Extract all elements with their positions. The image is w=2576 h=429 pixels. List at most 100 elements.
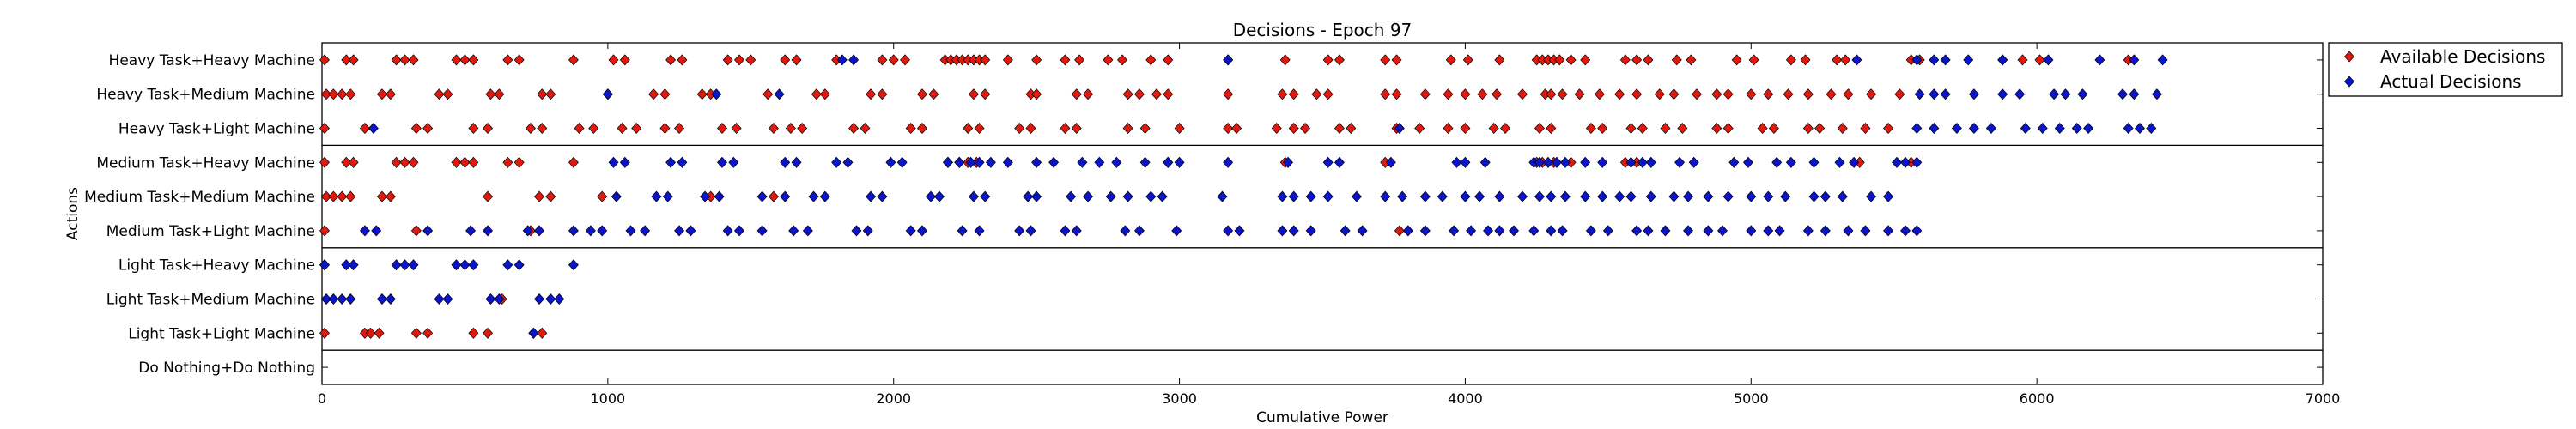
legend-marker-actual — [2344, 76, 2354, 88]
data-point-actual-decisions — [1843, 225, 1854, 237]
data-point-available-decisions — [1883, 122, 1894, 135]
data-point-actual-decisions — [1643, 225, 1654, 237]
data-point-available-decisions — [422, 327, 434, 339]
data-point-available-decisions — [468, 327, 479, 339]
data-point-actual-decisions — [1866, 190, 1877, 202]
data-point-available-decisions — [1133, 88, 1145, 100]
data-point-available-decisions — [1394, 225, 1405, 237]
data-point-actual-decisions — [1625, 156, 1637, 168]
data-point-actual-decisions — [1625, 190, 1637, 202]
data-point-available-decisions — [819, 88, 830, 100]
data-point-available-decisions — [1311, 88, 1322, 100]
data-point-actual-decisions — [321, 293, 331, 305]
data-point-available-decisions — [1060, 122, 1071, 135]
data-point-actual-decisions — [1820, 190, 1831, 202]
data-point-actual-decisions — [1277, 190, 1288, 202]
data-point-available-decisions — [917, 122, 927, 135]
data-point-available-decisions — [674, 122, 685, 135]
y-tick-label-heavy-task-medium-machine: Heavy Task+Medium Machine — [96, 87, 315, 104]
data-point-available-decisions — [399, 54, 410, 66]
data-point-available-decisions — [1783, 88, 1794, 100]
data-point-actual-decisions — [1145, 190, 1157, 202]
data-point-actual-decisions — [1929, 122, 1940, 135]
data-point-actual-decisions — [1968, 88, 1979, 100]
data-point-available-decisions — [1546, 122, 1557, 135]
data-point-actual-decisions — [1451, 156, 1462, 168]
data-point-available-decisions — [1785, 54, 1796, 66]
data-point-actual-decisions — [625, 225, 636, 237]
data-point-actual-decisions — [1223, 54, 1234, 66]
data-point-actual-decisions — [1968, 122, 1979, 135]
data-point-actual-decisions — [459, 259, 471, 271]
data-point-available-decisions — [980, 88, 991, 100]
data-point-actual-decisions — [965, 156, 976, 168]
data-point-actual-decisions — [451, 259, 462, 271]
data-point-actual-decisions — [905, 225, 916, 237]
data-point-available-decisions — [1346, 122, 1357, 135]
data-point-actual-decisions — [348, 259, 359, 271]
legend-marker-available — [2344, 51, 2354, 63]
data-point-actual-decisions — [359, 225, 370, 237]
data-point-actual-decisions — [1834, 156, 1845, 168]
data-point-actual-decisions — [1997, 88, 2008, 100]
data-point-actual-decisions — [1808, 156, 1820, 168]
legend-box — [2328, 42, 2563, 97]
data-point-actual-decisions — [399, 259, 410, 271]
data-point-actual-decisions — [665, 156, 677, 168]
data-point-actual-decisions — [1517, 190, 1528, 202]
data-point-actual-decisions — [465, 225, 477, 237]
data-point-actual-decisions — [513, 259, 525, 271]
data-point-actual-decisions — [1911, 156, 1923, 168]
data-point-actual-decisions — [974, 225, 985, 237]
data-point-available-decisions — [1768, 122, 1779, 135]
data-point-actual-decisions — [533, 225, 544, 237]
data-point-available-decisions — [1380, 88, 1391, 100]
x-tick-label: 0 — [318, 390, 326, 407]
data-point-available-decisions — [1139, 122, 1151, 135]
data-point-available-decisions — [1668, 88, 1680, 100]
data-point-actual-decisions — [1951, 122, 1962, 135]
data-point-available-decisions — [1711, 88, 1722, 100]
data-point-actual-decisions — [1494, 225, 1505, 237]
data-point-actual-decisions — [1494, 190, 1505, 202]
data-point-available-decisions — [2034, 54, 2045, 66]
data-point-actual-decisions — [1071, 225, 1082, 237]
data-point-available-decisions — [321, 190, 331, 202]
data-point-actual-decisions — [957, 225, 968, 237]
data-point-actual-decisions — [585, 225, 596, 237]
data-point-available-decisions — [1731, 54, 1742, 66]
data-point-available-decisions — [385, 88, 396, 100]
data-point-available-decisions — [780, 54, 791, 66]
data-point-actual-decisions — [851, 225, 862, 237]
data-point-available-decisions — [391, 156, 402, 168]
data-point-available-decisions — [1025, 122, 1036, 135]
data-point-available-decisions — [385, 190, 396, 202]
data-point-actual-decisions — [371, 225, 382, 237]
x-tick-label: 1000 — [590, 390, 625, 407]
data-point-available-decisions — [483, 327, 494, 339]
data-point-actual-decisions — [597, 225, 608, 237]
data-point-available-decisions — [848, 122, 860, 135]
data-point-actual-decisions — [842, 156, 854, 168]
data-point-actual-decisions — [1025, 225, 1036, 237]
data-point-available-decisions — [1826, 88, 1837, 100]
data-point-actual-decisions — [714, 190, 725, 202]
data-point-actual-decisions — [2037, 122, 2048, 135]
data-point-actual-decisions — [677, 156, 688, 168]
data-point-available-decisions — [1002, 54, 1013, 66]
data-point-available-decisions — [1071, 88, 1082, 100]
data-point-available-decisions — [631, 122, 642, 135]
data-point-actual-decisions — [483, 225, 494, 237]
data-point-actual-decisions — [2083, 122, 2094, 135]
data-point-actual-decisions — [319, 259, 330, 271]
x-tick-label: 6000 — [2020, 390, 2055, 407]
data-point-actual-decisions — [1892, 156, 1903, 168]
data-point-actual-decisions — [1585, 225, 1596, 237]
data-point-actual-decisions — [2060, 88, 2071, 100]
data-point-actual-decisions — [674, 225, 685, 237]
data-point-available-decisions — [659, 122, 671, 135]
data-point-actual-decisions — [2146, 122, 2157, 135]
data-point-available-decisions — [1660, 122, 1671, 135]
legend-label-available: Available Decisions — [2380, 46, 2545, 67]
data-point-actual-decisions — [836, 54, 848, 66]
